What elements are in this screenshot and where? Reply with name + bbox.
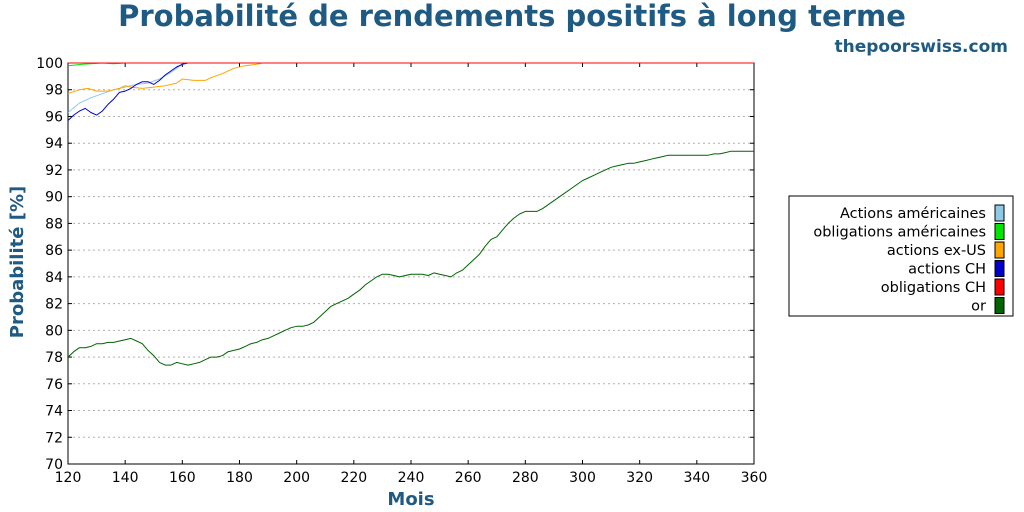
legend-label: obligations CH [881, 280, 986, 296]
x-tick-label: 200 [283, 470, 310, 486]
x-tick-label: 300 [569, 470, 596, 486]
legend-swatch-obligations-americaines [994, 223, 1005, 240]
y-tick-label: 80 [45, 323, 63, 339]
series-line-actions-ch [68, 62, 754, 121]
x-axis-title: Mois [387, 489, 434, 510]
x-tick-label: 260 [455, 470, 482, 486]
y-tick-label: 92 [45, 163, 63, 179]
legend-label: actions CH [908, 262, 986, 278]
y-tick-label: 82 [45, 297, 63, 313]
legend-swatch-actions-americaines [994, 204, 1005, 222]
y-tick-label: 90 [45, 190, 63, 206]
chart-title: Probabilité de rendements positifs à lon… [118, 0, 906, 33]
y-tick-label: 94 [45, 136, 63, 152]
y-tick-label: 96 [45, 109, 63, 125]
legend-swatch-actions-ch [994, 260, 1005, 277]
x-tick-label: 180 [226, 470, 253, 486]
y-tick-label: 72 [45, 430, 63, 446]
series-layer [68, 62, 754, 366]
legend-label: or [971, 299, 986, 315]
legend-label: Actions américaines [840, 206, 986, 222]
legend-swatch-actions-ex-us [994, 241, 1005, 259]
x-tick-label: 140 [112, 470, 139, 486]
y-tick-label: 98 [45, 83, 63, 99]
x-tick-label: 220 [340, 470, 367, 486]
y-tick-label: 86 [45, 243, 63, 259]
source-label: thepoorswiss.com [835, 37, 1009, 57]
tick-layer: 70 72 74 76 78 80 82 84 86 88 90 92 94 96 98 100 120 140 1… [36, 56, 767, 486]
legend-label: actions ex-US [887, 243, 986, 259]
y-axis-title: Probabilité [%] [7, 186, 28, 338]
y-tick-label: 84 [45, 270, 63, 286]
legend: Actions américaines obligations américain… [788, 195, 1014, 317]
legend-swatch-obligations-ch [994, 278, 1005, 296]
x-tick-label: 160 [169, 470, 196, 486]
y-tick-label: 70 [45, 457, 63, 473]
x-tick-label: 120 [55, 470, 82, 486]
legend-swatch-or [994, 297, 1005, 314]
series-line-or [68, 150, 754, 366]
legend-label: obligations américaines [813, 225, 986, 241]
series-line-actions-ex-us [68, 62, 754, 95]
y-tick-label: 78 [45, 350, 63, 366]
x-tick-label: 320 [626, 470, 653, 486]
x-tick-label: 340 [683, 470, 710, 486]
plot-frame [67, 62, 755, 465]
x-tick-label: 360 [741, 470, 768, 486]
grid-layer [68, 89, 754, 438]
legend-box [788, 195, 1014, 317]
x-tick-label: 280 [512, 470, 539, 486]
y-tick-label: 88 [45, 216, 63, 232]
y-tick-label: 74 [45, 404, 63, 420]
y-tick-label: 76 [45, 377, 63, 393]
y-tick-label: 100 [36, 56, 63, 72]
x-tick-label: 240 [398, 470, 425, 486]
